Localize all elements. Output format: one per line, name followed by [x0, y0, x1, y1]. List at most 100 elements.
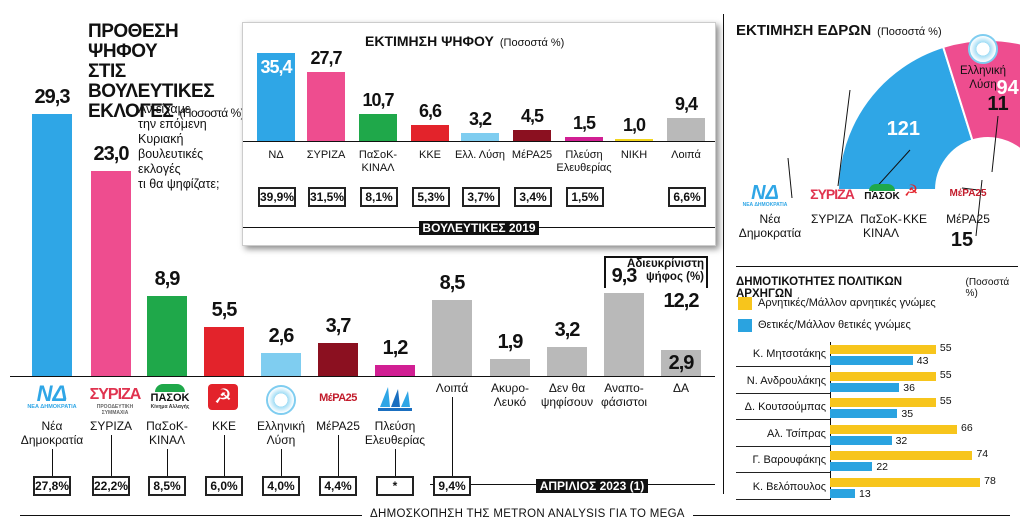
- elections-2019-box: 5,3%: [412, 187, 450, 207]
- undecided-label-line: ψήφος (%): [646, 271, 704, 283]
- vote-estimate-panel: ΕΚΤΙΜΗΣΗ ΨΗΦΟΥ (Ποσοστά %) 35,4 27,7 10,7 6…: [242, 22, 716, 246]
- legend-label-negative: Αρνητικές/Μάλλον αρνητικές γνώμες: [758, 297, 936, 309]
- positive-bar: [830, 356, 913, 365]
- seats-hemicycle: 1219436231115: [787, 40, 1020, 250]
- nd-logo-sub: ΝΕΑ ΔΗΜΟΚΡΑΤΙΑ: [742, 202, 788, 208]
- estimate-bar: [307, 71, 345, 141]
- estimate-bar: [257, 52, 295, 141]
- elections-2019-box: 31,5%: [308, 187, 346, 207]
- estimate-baseline: [243, 141, 715, 142]
- main-category-label: Ακυρο- Λευκό: [476, 381, 544, 409]
- estimate-category-label-line: ΣΥΡΙΖΑ: [306, 149, 346, 161]
- nd-logo-mark: ΝΔ: [36, 381, 68, 406]
- estimate-bar-value: 1,0: [622, 114, 646, 135]
- negative-value: 78: [984, 474, 996, 487]
- seats-label-mera25: ΜέΡΑ25: [946, 212, 990, 226]
- main-title-unit: (Ποσοστά %): [179, 106, 245, 120]
- kke-hammer-sickle-icon: ☭: [904, 183, 919, 200]
- popularity-axis: [830, 342, 831, 500]
- leader-line: [452, 397, 453, 476]
- elections-2019-box: 3,4%: [514, 187, 552, 207]
- estimate-bar-value: 10,7: [362, 90, 394, 111]
- undecided-label-line: Αδιευκρίνιστη: [627, 258, 704, 270]
- legend-swatch-positive: [738, 319, 752, 332]
- estimate-category-label-line: ΝΔ: [268, 149, 284, 161]
- main-bar-value: 2,9: [668, 352, 695, 375]
- estimate-title: ΕΚΤΙΜΗΣΗ ΨΗΦΟΥ (Ποσοστά %): [365, 33, 564, 49]
- mera25-logo: ΜέΡΑ25: [319, 392, 357, 404]
- leader-line: [167, 449, 168, 476]
- elliniki-lysi-compass-icon: [968, 34, 998, 64]
- leader-name: Γ. Βαρουφάκης: [752, 454, 826, 466]
- main-category-label-line: Ελληνική: [256, 419, 306, 433]
- question-line: Κυριακή: [138, 132, 184, 146]
- main-category-label: Λοιπά: [418, 381, 486, 395]
- estimate-category-label-line: Ελλ. Λύση: [454, 149, 506, 161]
- main-category-label-line: Λύση: [266, 433, 296, 447]
- estimate-category-label: ΠαΣοΚ- ΚΙΝΑΛ: [347, 149, 409, 175]
- main-bar: [604, 292, 644, 376]
- undecided-total: 12,2: [663, 290, 700, 312]
- syriza-logo-mark: ΣΥΡΙΖΑ: [89, 386, 142, 403]
- pasok-logo: ΠΑΣΟΚ Κίνημα Αλλαγής: [148, 384, 192, 410]
- main-bar-value: 9,3: [611, 264, 638, 287]
- estimate-bar: [615, 138, 653, 141]
- estimate-box: 4,4%: [319, 476, 357, 496]
- legend-label-positive: Θετικές/Μάλλον θετικές γνώμες: [758, 319, 911, 331]
- kke-hammer-sickle-icon: ☭: [208, 384, 238, 410]
- elections-2019-box: 8,1%: [360, 187, 398, 207]
- negative-bar: [830, 345, 936, 354]
- seat-value: 15: [951, 229, 973, 250]
- estimate-box: *: [376, 476, 414, 496]
- question-line: βουλευτικές: [138, 147, 204, 161]
- elections-2019-box: 6,6%: [668, 187, 706, 207]
- main-bar: [261, 352, 301, 376]
- nd-logo: ΝΔ ΝΕΑ ΔΗΜΟΚΡΑΤΙΑ: [740, 183, 790, 208]
- seat-leader-line: [975, 179, 983, 237]
- estimate-bar: [359, 114, 397, 141]
- leader-line: [52, 449, 53, 476]
- popularity-row: [736, 371, 830, 394]
- main-title-line-3: ΕΚΛΟΓΕΣ: [88, 101, 174, 122]
- elliniki-lysi-compass-icon: [266, 385, 296, 415]
- main-category-label-line: ΚΙΝΑΛ: [148, 433, 186, 447]
- negative-bar: [830, 424, 958, 434]
- question-line: εκλογές: [138, 162, 181, 176]
- seat-value: 121: [887, 118, 920, 140]
- elections-2019-box: 3,7%: [462, 187, 500, 207]
- main-bar-value: 23,0: [93, 142, 130, 165]
- seats-title: ΕΚΤΙΜΗΣΗ ΕΔΡΩΝ (Ποσοστά %): [736, 22, 942, 39]
- estimate-bar-value: 3,2: [468, 109, 492, 129]
- positive-value: 36: [903, 381, 915, 394]
- main-question: Αν είχαμε την επόμενη Κυριακή βουλευτικέ…: [138, 102, 238, 192]
- main-category-label: Πλεύση Ελευθερίας: [361, 419, 429, 447]
- main-category-label: ΜέΡΑ25: [304, 419, 372, 433]
- main-category-label-line: ΔΑ: [672, 381, 690, 395]
- estimate-bar: [513, 129, 551, 141]
- seat-leader-line: [837, 89, 851, 187]
- main-category-label-line: ΠαΣοΚ-: [146, 419, 188, 433]
- negative-bar: [830, 451, 973, 460]
- main-category-label-line: ψηφίσουν: [540, 395, 594, 409]
- pasok-sun-icon: [155, 384, 185, 392]
- leader-name: Δ. Κουτσούμπας: [744, 401, 826, 413]
- estimate-bar: [461, 133, 499, 141]
- main-category-label: Αναπο-φάσιστοι: [590, 381, 658, 409]
- seats-label-syriza: ΣΥΡΙΖΑ: [810, 212, 854, 226]
- main-bar-value: 2,6: [268, 324, 295, 347]
- estimate-box: 4,0%: [262, 476, 300, 496]
- main-bar: [490, 359, 530, 376]
- estimate-box: 22,2%: [92, 476, 130, 496]
- seats-label-nd: Νέα Δημοκρατία: [738, 212, 802, 240]
- date-band: ΑΠΡΙΛΙΟΣ 2023 (1): [536, 479, 648, 493]
- main-category-label-line: Αναπο-: [604, 381, 644, 395]
- main-bar-value: 29,3: [34, 86, 71, 109]
- leader-line: [111, 435, 112, 476]
- main-bar-value: 3,2: [554, 319, 581, 342]
- estimate-bar-value: 6,6: [418, 100, 442, 121]
- estimate-bar-value: 4,5: [520, 105, 544, 126]
- negative-value: 55: [939, 368, 952, 381]
- negative-bar: [830, 477, 981, 487]
- main-category-label: ΚΚΕ: [190, 419, 258, 433]
- popularity-top-rule: [736, 266, 1018, 267]
